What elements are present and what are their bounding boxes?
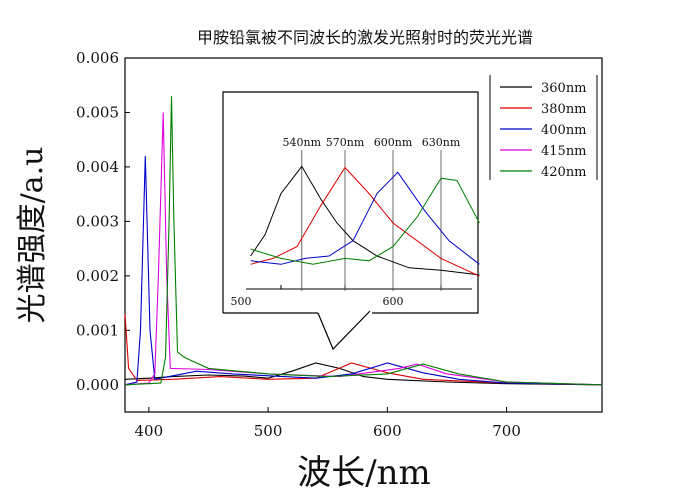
legend-label: 360nm xyxy=(541,81,587,96)
y-axis-label: 光谱强度/a.u xyxy=(15,147,50,324)
y-tick-label: 0.001 xyxy=(76,321,119,339)
x-tick-label: 700 xyxy=(492,422,521,440)
inset-frame xyxy=(222,91,479,314)
series-line-360nm xyxy=(124,362,603,386)
series-line-415nm xyxy=(124,112,603,386)
inset-series-line-420nm xyxy=(250,177,480,265)
y-tick-label: 0.006 xyxy=(76,49,119,67)
series-line-380nm xyxy=(124,313,603,386)
y-tick-label: 0.002 xyxy=(76,267,119,285)
legend: 360nm 380nm 400nm 415nm 420nm xyxy=(489,75,598,180)
series-line-420nm xyxy=(124,96,603,386)
inset-x-tick-label: 600 xyxy=(383,295,404,308)
inset-peak-label: 630nm xyxy=(422,136,461,149)
inset-series-line-380nm xyxy=(250,166,480,277)
y-tick-label: 0.000 xyxy=(76,376,119,394)
inset-x-tick-label: 500 xyxy=(231,295,252,308)
inset-peak-label: 570nm xyxy=(326,136,365,149)
plot-frame xyxy=(124,57,603,413)
x-tick-label: 600 xyxy=(373,422,402,440)
inset-peak-label: 600nm xyxy=(374,136,413,149)
inset-peak-label: 540nm xyxy=(283,136,322,149)
x-tick-label: 400 xyxy=(135,422,164,440)
legend-label: 420nm xyxy=(541,165,587,180)
y-tick-label: 0.005 xyxy=(76,103,119,121)
series-line-400nm xyxy=(124,155,603,386)
legend-label: 400nm xyxy=(541,123,587,138)
inset-series-line-400nm xyxy=(250,171,480,265)
x-axis-label: 波长/nm xyxy=(297,453,431,493)
chart-title: 甲胺铅氯被不同波长的激发光照射时的荧光光谱 xyxy=(197,28,533,47)
y-tick-label: 0.004 xyxy=(76,158,119,176)
inset: 500 600 540nm 570nm 600nm 630nm xyxy=(222,91,480,351)
inset-series-line-360nm xyxy=(250,165,480,276)
legend-label: 415nm xyxy=(541,144,587,159)
x-tick-label: 500 xyxy=(254,422,283,440)
y-tick-label: 0.003 xyxy=(76,212,119,230)
inset-pointer xyxy=(317,310,371,351)
legend-label: 380nm xyxy=(541,102,587,117)
